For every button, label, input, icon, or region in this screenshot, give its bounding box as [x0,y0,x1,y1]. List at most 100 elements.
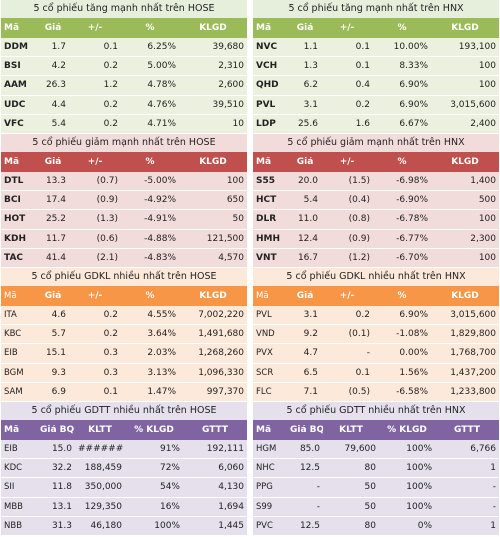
table-cell: 0.2 [355,310,370,321]
table-cell: 10 [232,118,244,129]
table-cell: 25.6 [297,118,318,129]
table-cell: 0.3 [103,348,118,359]
table-cell: 100 [478,61,496,72]
table-cell: 5.00% [147,61,176,72]
table-cell: (1.3) [96,214,118,225]
table-cell: (0.4) [348,195,370,206]
ticker-symbol: PVX [256,348,273,359]
table-row: PVL 3.1 0.2 6.90% 3,015,600 [253,306,499,326]
column-header: +/- [87,291,103,301]
table-cell: 12.4 [297,233,318,244]
table-row: HOT 25.2 (1.3) -4.91% 50 [1,210,247,230]
table-row: VND 9.2 (0.1) -1.08% 1,829,800 [253,325,499,345]
ticker-symbol: BGM [4,367,24,378]
column-header: KLGD [451,157,479,167]
table-cell: 192,111 [206,444,244,455]
table-cell: - [316,501,320,512]
table-cell: 0.00% [399,348,428,359]
table-cell: 13.1 [51,501,72,512]
table-cell: 1,445 [218,520,244,531]
table-cell: 100 [478,80,496,91]
table-cell: 1,768,700 [450,348,496,359]
table-cell: 79,600 [344,444,377,455]
table-cell: 0.1 [355,61,370,72]
column-header: Mã [256,157,272,167]
ticker-symbol: DLR [256,214,277,225]
ticker-symbol: DTL [4,176,24,187]
table-cell: 100% [154,520,180,531]
table-cell: 0.3 [103,367,118,378]
table-cell: 6.25% [147,42,176,53]
ticker-symbol: TAC [4,252,24,263]
table-cell: 32.2 [51,463,72,474]
table-cell: 80 [364,463,376,474]
panel-top-value-hose: 5 cổ phiếu GDTT nhiều nhất trên HOSE Mã Gi… [1,402,247,536]
table-row: SCR 6.5 0.1 1.56% 1,437,200 [253,363,499,383]
table-cell: 25.2 [45,214,66,225]
ticker-symbol: PPG [256,482,273,493]
table-cell: 1.7 [51,42,66,53]
table-cell: -4.88% [144,233,176,244]
table-header: Mã Giá +/-% KLGD [253,152,499,172]
table-row: AAM 26.3 1.2 4.78% 2,600 [1,76,247,96]
table-cell: 1,491,680 [198,329,244,340]
table-row: SII 11.8 350,000 54% 4,130 [1,478,247,498]
table-cell: (0.1) [348,329,370,340]
column-header: Mã [4,157,20,167]
table-cell: 13.3 [45,176,66,187]
table-cell: - [492,501,496,512]
table-cell: 100 [478,214,496,225]
table-cell: (0.9) [348,233,370,244]
table-cell: 1.1 [303,42,318,53]
table-cell: 4.4 [51,99,66,110]
table-cell: 193,100 [458,42,496,53]
table-cell: - [316,482,320,493]
panel-title: 5 cổ phiếu tăng mạnh nhất trên HOSE [1,0,247,18]
table-cell: 3.1 [303,99,318,110]
column-header: Mã [4,23,20,33]
table-row: BGM 9.3 0.3 3.13% 1,096,330 [1,363,247,383]
table-cell: 1.47% [147,386,176,397]
table-cell: 0% [417,520,432,531]
table-cell: 50 [364,501,376,512]
table-cell: (0.8) [348,214,370,225]
table-row: EIB 15.0 ###### 91% 192,111 [1,440,247,460]
table-cell: 4.6 [51,310,66,321]
table-cell: 16.7 [297,252,318,263]
ticker-symbol: BSI [4,61,21,72]
table-cell: 72% [159,463,180,474]
column-header: KLGD [451,291,479,301]
table-cell: 11.8 [51,482,72,493]
table-cell: -4.91% [144,214,176,225]
table-row: KDH 11.7 (0.6) -4.88% 121,500 [1,229,247,249]
table-cell: 7.1 [303,386,318,397]
column-header: Mã [256,425,272,435]
table-cell: (1.2) [348,252,370,263]
panel-top-losers-hose: 5 cổ phiếu giảm mạnh nhất trên HOSE Mã Giá… [1,134,247,268]
panel-title: 5 cổ phiếu GDKL nhiều nhất trên HNX [253,268,499,286]
table-cell: 17.4 [45,195,66,206]
table-cell: 6.9 [51,386,66,397]
column-header: Mã [4,425,20,435]
table-row: KBC 5.7 0.2 3.64% 1,491,680 [1,325,247,345]
panel-top-volume-hnx: 5 cổ phiếu GDKL nhiều nhất trên HNX Mã Giá… [253,268,499,402]
ticker-symbol: ITA [4,310,17,321]
table-cell: 5.4 [303,195,318,206]
table-cell: 0.2 [103,61,118,72]
column-header: Giá BQ [40,425,75,435]
table-row: S55 20.0 (1.5) -6.98% 1,400 [253,172,499,192]
table-cell: 4.2 [51,61,66,72]
table-row: TAC 41.4 (2.1) -4.83% 4,570 [1,248,247,268]
column-header: Giá BQ [290,425,323,435]
table-cell: -4.92% [144,195,176,206]
ticker-symbol: VCH [256,61,278,72]
table-cell: 0.2 [103,99,118,110]
ticker-symbol: NVC [256,42,278,53]
table-cell: 6,766 [470,444,496,455]
table-row: ITA 4.6 0.2 4.55% 7,002,220 [1,306,247,326]
table-cell: 0.1 [355,367,370,378]
ticker-symbol: HMH [256,233,281,244]
table-row: NVC 1.1 0.1 10.00% 193,100 [253,38,499,58]
table-cell: 4.55% [147,310,176,321]
